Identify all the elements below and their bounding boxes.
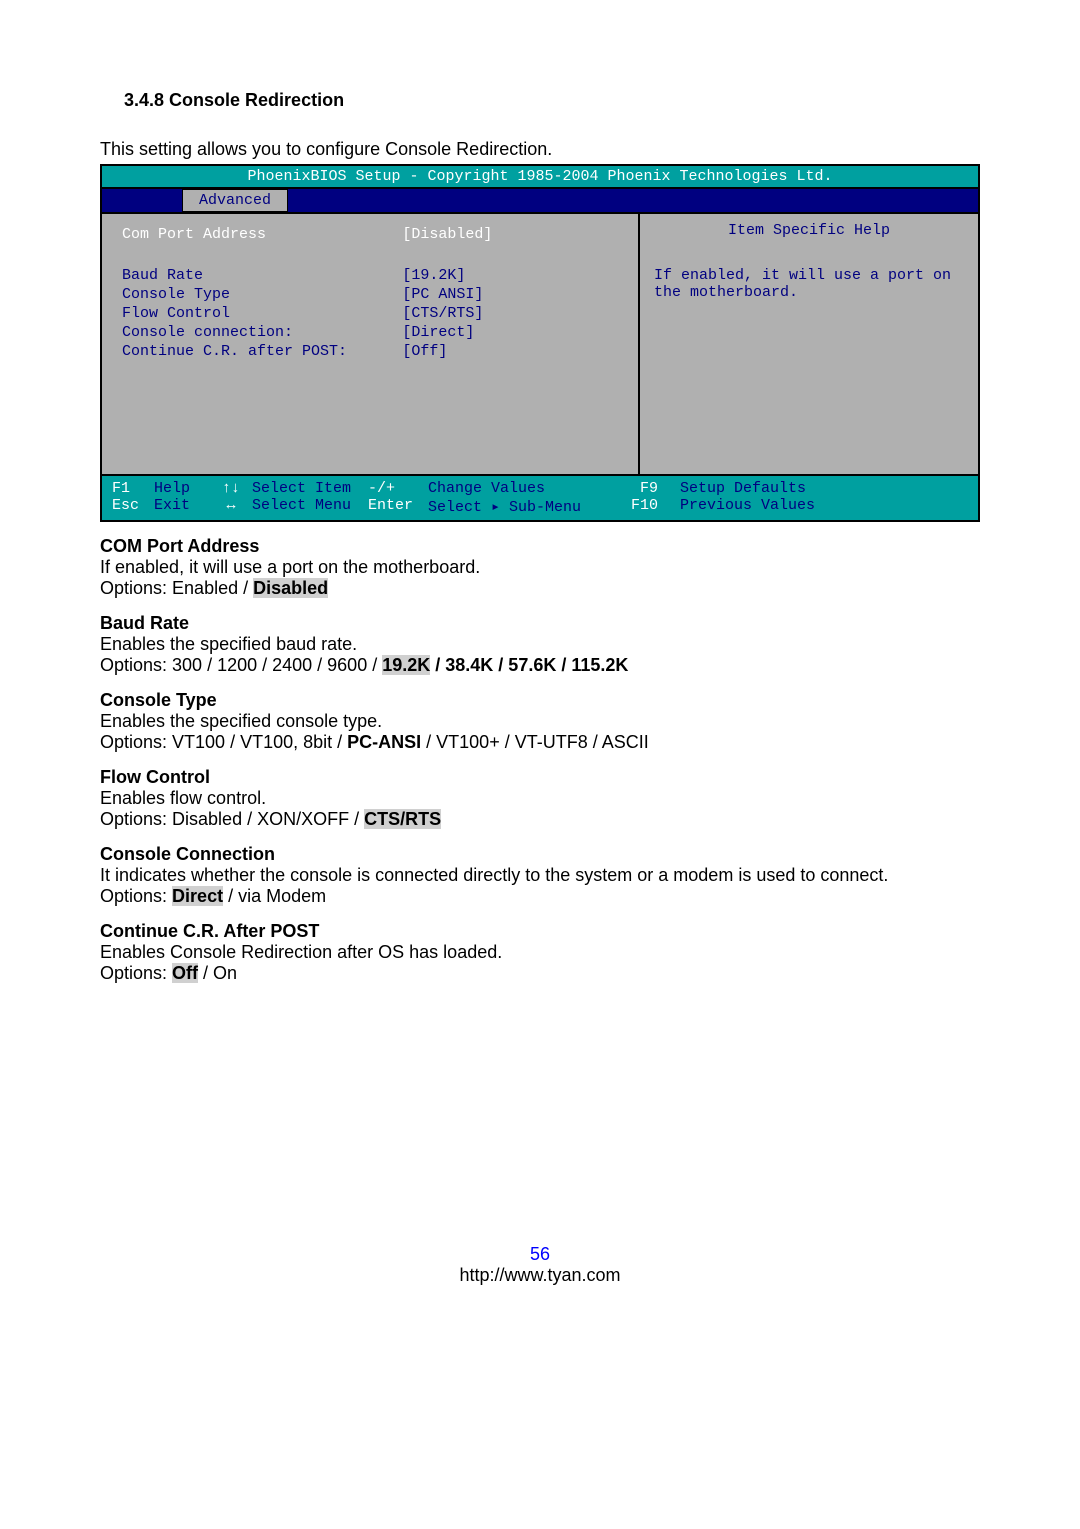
help-text: If enabled, it will use a port on the mo… bbox=[654, 267, 964, 301]
leftright-icon: ↔ bbox=[216, 497, 246, 516]
action-select-menu: Select Menu bbox=[252, 497, 362, 516]
doc-console-type: Console Type Enables the specified conso… bbox=[100, 690, 980, 753]
doc-com-port: COM Port Address If enabled, it will use… bbox=[100, 536, 980, 599]
doc-heading: Continue C.R. After POST bbox=[100, 921, 980, 942]
doc-text: It indicates whether the console is conn… bbox=[100, 865, 980, 886]
doc-heading: Flow Control bbox=[100, 767, 980, 788]
bios-setting-value: [PC ANSI] bbox=[402, 286, 618, 303]
bios-footer: F1 Help ↑↓ Select Item -/+ Change Values… bbox=[102, 474, 978, 520]
bios-setting-row[interactable]: Continue C.R. after POST:[Off] bbox=[122, 343, 618, 360]
bios-help-panel: Item Specific Help If enabled, it will u… bbox=[638, 214, 978, 474]
doc-flow-control: Flow Control Enables flow control. Optio… bbox=[100, 767, 980, 830]
page-footer: 56 http://www.tyan.com bbox=[100, 1244, 980, 1286]
doc-options: Options: Direct / via Modem bbox=[100, 886, 980, 907]
bios-main-area: Com Port Address[Disabled] Baud Rate[19.2… bbox=[102, 214, 978, 474]
doc-baud-rate: Baud Rate Enables the specified baud rat… bbox=[100, 613, 980, 676]
bios-tab-bar: Advanced bbox=[102, 189, 978, 214]
action-exit: Exit bbox=[154, 497, 210, 516]
action-select-submenu: Select ▸ Sub-Menu bbox=[428, 497, 598, 516]
bios-setting-value: [CTS/RTS] bbox=[402, 305, 618, 322]
section-heading: 3.4.8 Console Redirection bbox=[124, 90, 980, 111]
doc-console-connection: Console Connection It indicates whether … bbox=[100, 844, 980, 907]
bios-setting-label: Console connection: bbox=[122, 324, 402, 341]
doc-text: Enables Console Redirection after OS has… bbox=[100, 942, 980, 963]
key-f9: F9 bbox=[604, 480, 658, 497]
action-help: Help bbox=[154, 480, 210, 497]
bios-setting-label: Console Type bbox=[122, 286, 402, 303]
doc-options: Options: Enabled / Disabled bbox=[100, 578, 980, 599]
bios-setting-label: Continue C.R. after POST: bbox=[122, 343, 402, 360]
key-esc: Esc bbox=[112, 497, 148, 516]
action-setup-defaults: Setup Defaults bbox=[664, 480, 968, 497]
bios-setting-value: [Off] bbox=[402, 343, 618, 360]
footer-url: http://www.tyan.com bbox=[100, 1265, 980, 1286]
doc-options: Options: VT100 / VT100, 8bit / PC-ANSI /… bbox=[100, 732, 980, 753]
bios-setting-label: Com Port Address bbox=[122, 226, 402, 243]
key-f1: F1 bbox=[112, 480, 148, 497]
doc-options: Options: Disabled / XON/XOFF / CTS/RTS bbox=[100, 809, 980, 830]
help-title: Item Specific Help bbox=[654, 222, 964, 239]
doc-heading: Console Connection bbox=[100, 844, 980, 865]
doc-options: Options: Off / On bbox=[100, 963, 980, 984]
updown-icon: ↑↓ bbox=[216, 480, 246, 497]
bios-screenshot: PhoenixBIOS Setup - Copyright 1985-2004 … bbox=[100, 164, 980, 522]
key-f10: F10 bbox=[604, 497, 658, 516]
doc-text: Enables the specified console type. bbox=[100, 711, 980, 732]
doc-heading: Console Type bbox=[100, 690, 980, 711]
bios-title-bar: PhoenixBIOS Setup - Copyright 1985-2004 … bbox=[102, 166, 978, 189]
bios-setting-label: Flow Control bbox=[122, 305, 402, 322]
doc-continue-cr: Continue C.R. After POST Enables Console… bbox=[100, 921, 980, 984]
doc-heading: Baud Rate bbox=[100, 613, 980, 634]
action-previous-values: Previous Values bbox=[664, 497, 968, 516]
doc-heading: COM Port Address bbox=[100, 536, 980, 557]
doc-text: Enables flow control. bbox=[100, 788, 980, 809]
intro-text: This setting allows you to configure Con… bbox=[100, 139, 980, 160]
action-select-item: Select Item bbox=[252, 480, 362, 497]
doc-text: If enabled, it will use a port on the mo… bbox=[100, 557, 980, 578]
bios-setting-row[interactable]: Console Type[PC ANSI] bbox=[122, 286, 618, 303]
key-enter: Enter bbox=[368, 497, 422, 516]
key-plusminus: -/+ bbox=[368, 480, 422, 497]
bios-setting-row[interactable]: Flow Control[CTS/RTS] bbox=[122, 305, 618, 322]
bios-setting-value: [19.2K] bbox=[402, 267, 618, 284]
doc-options: Options: 300 / 1200 / 2400 / 9600 / 19.2… bbox=[100, 655, 980, 676]
bios-setting-row[interactable]: Console connection:[Direct] bbox=[122, 324, 618, 341]
action-change-values: Change Values bbox=[428, 480, 598, 497]
bios-setting-value: [Disabled] bbox=[402, 226, 618, 243]
bios-setting-row[interactable]: Baud Rate[19.2K] bbox=[122, 267, 618, 284]
bios-setting-row[interactable]: Com Port Address[Disabled] bbox=[122, 226, 618, 243]
doc-text: Enables the specified baud rate. bbox=[100, 634, 980, 655]
bios-setting-label: Baud Rate bbox=[122, 267, 402, 284]
bios-tab-advanced[interactable]: Advanced bbox=[182, 189, 288, 212]
page-number: 56 bbox=[100, 1244, 980, 1265]
bios-settings-panel: Com Port Address[Disabled] Baud Rate[19.2… bbox=[102, 214, 638, 474]
bios-setting-value: [Direct] bbox=[402, 324, 618, 341]
